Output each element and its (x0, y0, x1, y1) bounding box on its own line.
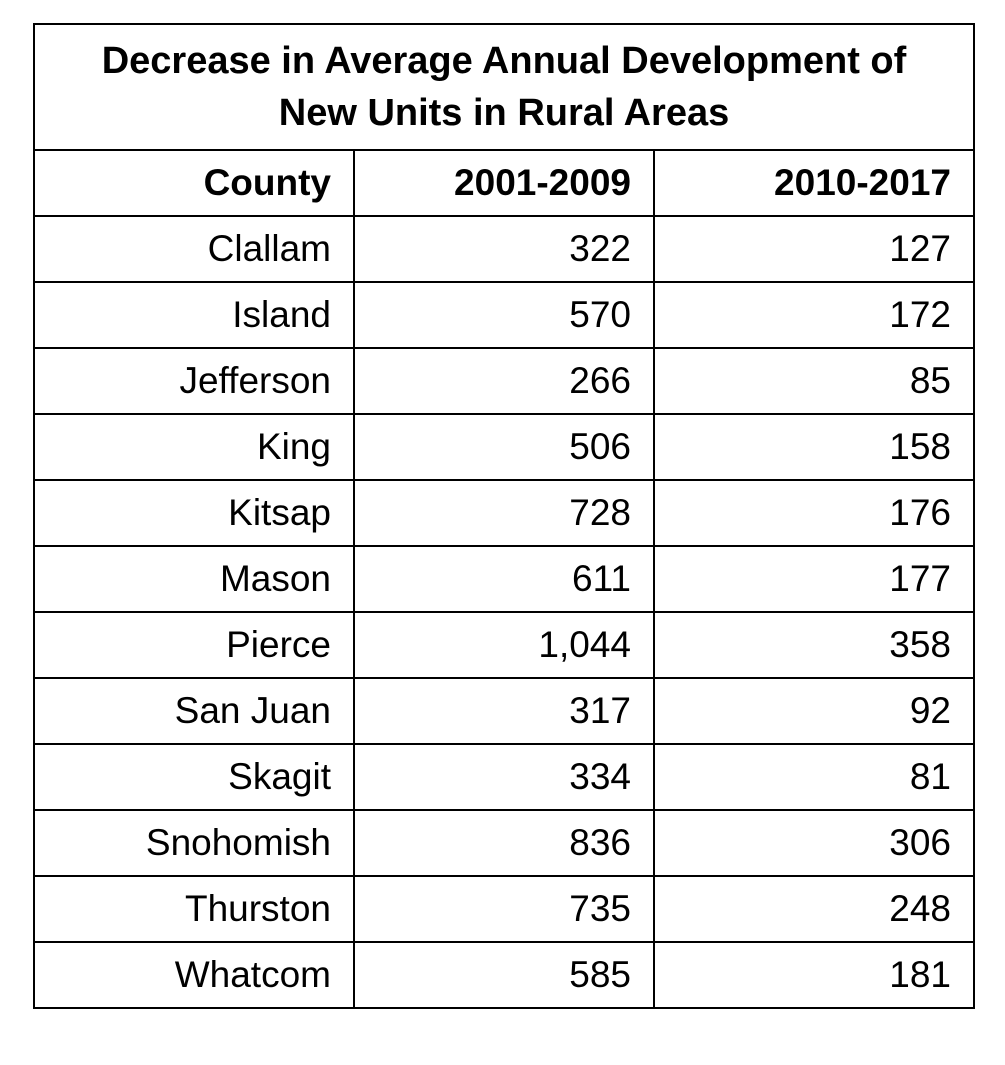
value-2001-2009-cell: 1,044 (353, 611, 655, 679)
value-2010-2017-cell: 158 (653, 413, 975, 481)
table-title-line-2: New Units in Rural Areas (278, 92, 730, 134)
value-2001-2009-cell: 585 (353, 941, 655, 1009)
value-2010-2017-cell: 181 (653, 941, 975, 1009)
value-2001-2009-cell: 506 (353, 413, 655, 481)
county-cell: Mason (33, 545, 355, 613)
county-cell: Island (33, 281, 355, 349)
table-row: Mason 611 177 (33, 545, 975, 613)
county-cell: Thurston (33, 875, 355, 943)
value-2010-2017-cell: 177 (653, 545, 975, 613)
value-2001-2009-cell: 570 (353, 281, 655, 349)
value-2010-2017-cell: 248 (653, 875, 975, 943)
table-title: Decrease in Average Annual Development o… (33, 23, 975, 151)
county-cell: Snohomish (33, 809, 355, 877)
table-row: Island 570 172 (33, 281, 975, 349)
value-2001-2009-cell: 266 (353, 347, 655, 415)
county-cell: Kitsap (33, 479, 355, 547)
table-row: Clallam 322 127 (33, 215, 975, 283)
value-2010-2017-cell: 92 (653, 677, 975, 745)
development-table: Decrease in Average Annual Development o… (33, 23, 975, 1009)
value-2001-2009-cell: 728 (353, 479, 655, 547)
county-cell: King (33, 413, 355, 481)
value-2001-2009-cell: 611 (353, 545, 655, 613)
table-title-row: Decrease in Average Annual Development o… (33, 23, 975, 151)
value-2010-2017-cell: 127 (653, 215, 975, 283)
development-table-container: Decrease in Average Annual Development o… (33, 23, 975, 1009)
county-cell: San Juan (33, 677, 355, 745)
table-row: Kitsap 728 176 (33, 479, 975, 547)
header-county: County (33, 149, 355, 217)
table-row: Skagit 334 81 (33, 743, 975, 811)
value-2010-2017-cell: 176 (653, 479, 975, 547)
table-title-line-1: Decrease in Average Annual Development o… (101, 40, 907, 82)
county-cell: Clallam (33, 215, 355, 283)
county-cell: Pierce (33, 611, 355, 679)
table-row: Snohomish 836 306 (33, 809, 975, 877)
header-2001-2009: 2001-2009 (353, 149, 655, 217)
table-row: Pierce 1,044 358 (33, 611, 975, 679)
value-2010-2017-cell: 85 (653, 347, 975, 415)
county-cell: Skagit (33, 743, 355, 811)
value-2010-2017-cell: 81 (653, 743, 975, 811)
value-2010-2017-cell: 358 (653, 611, 975, 679)
value-2001-2009-cell: 317 (353, 677, 655, 745)
table-row: King 506 158 (33, 413, 975, 481)
table-row: Jefferson 266 85 (33, 347, 975, 415)
table-header-row: County 2001-2009 2010-2017 (33, 149, 975, 217)
county-cell: Whatcom (33, 941, 355, 1009)
value-2001-2009-cell: 836 (353, 809, 655, 877)
table-row: Whatcom 585 181 (33, 941, 975, 1009)
table-row: Thurston 735 248 (33, 875, 975, 943)
value-2010-2017-cell: 306 (653, 809, 975, 877)
value-2001-2009-cell: 334 (353, 743, 655, 811)
value-2010-2017-cell: 172 (653, 281, 975, 349)
value-2001-2009-cell: 735 (353, 875, 655, 943)
table-row: San Juan 317 92 (33, 677, 975, 745)
county-cell: Jefferson (33, 347, 355, 415)
value-2001-2009-cell: 322 (353, 215, 655, 283)
header-2010-2017: 2010-2017 (653, 149, 975, 217)
